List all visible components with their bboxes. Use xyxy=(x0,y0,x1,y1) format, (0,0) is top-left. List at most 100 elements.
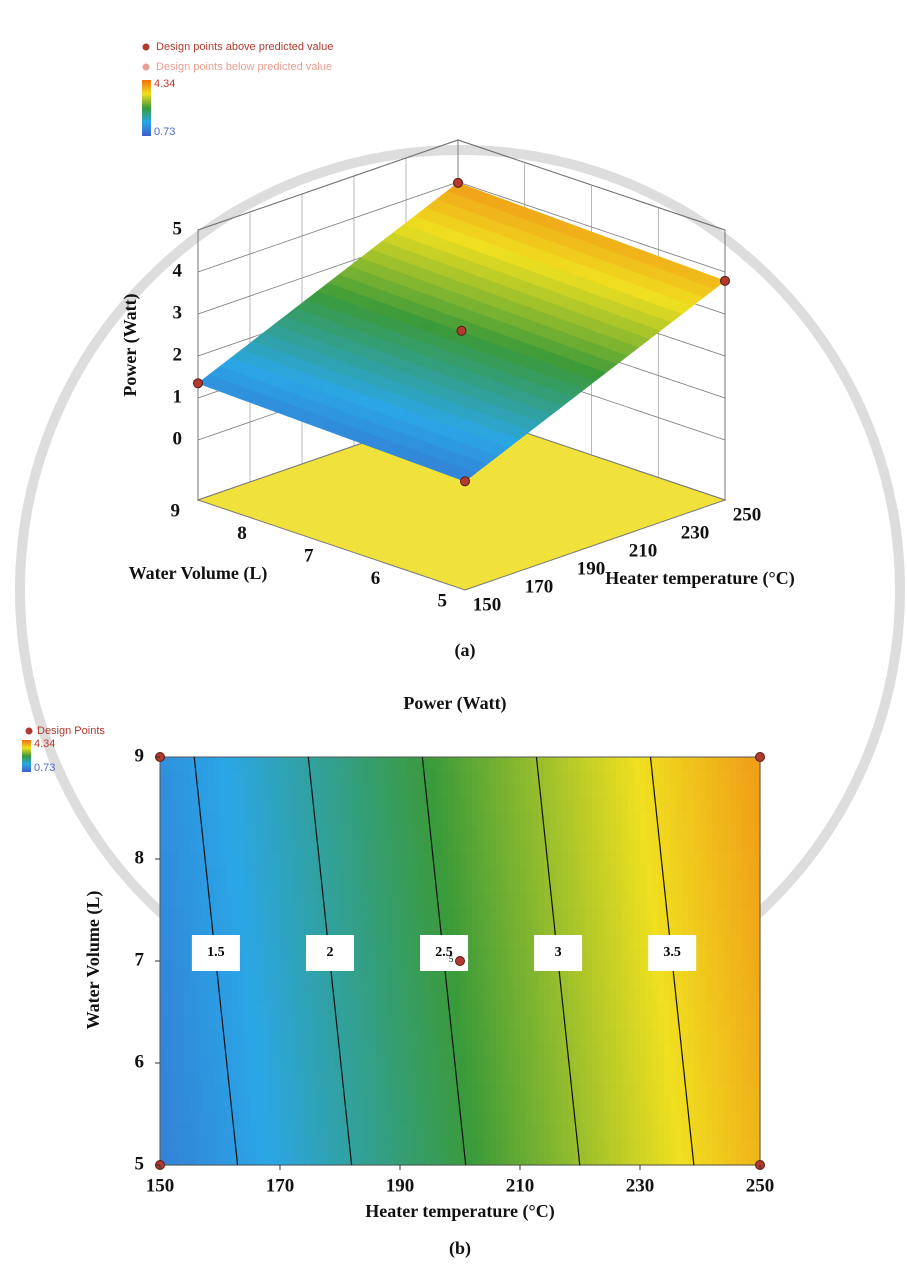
contour-fill xyxy=(424,1110,431,1125)
contour-fill xyxy=(526,947,533,962)
contour-fill xyxy=(172,865,179,880)
contour-fill xyxy=(682,825,689,840)
contour-fill xyxy=(622,838,629,853)
contour-fill xyxy=(424,1083,431,1098)
contour-fill xyxy=(256,1001,263,1016)
contour-fill xyxy=(502,852,509,867)
contour-fill xyxy=(226,906,233,921)
contour-fill xyxy=(520,920,527,935)
contour-fill xyxy=(742,1151,749,1166)
contour-fill xyxy=(586,1110,593,1125)
contour-fill xyxy=(754,1151,761,1166)
contour-fill xyxy=(508,988,515,1003)
contour-fill xyxy=(532,811,539,826)
contour-fill xyxy=(430,784,437,799)
contour-fill xyxy=(742,852,749,867)
contour-fill xyxy=(730,811,737,826)
contour-fill xyxy=(178,757,185,772)
contour-fill xyxy=(316,1069,323,1084)
contour-fill xyxy=(574,1001,581,1016)
contour-fill xyxy=(454,757,461,772)
contour-fill xyxy=(406,1083,413,1098)
contour-fill xyxy=(496,879,503,894)
contour-fill xyxy=(334,1097,341,1112)
contour-fill xyxy=(460,1110,467,1125)
contour-fill xyxy=(256,865,263,880)
contour-fill xyxy=(508,1056,515,1071)
contour-fill xyxy=(454,1042,461,1057)
contour-fill xyxy=(208,1001,215,1016)
contour-fill xyxy=(334,811,341,826)
contour-fill xyxy=(316,893,323,908)
contour-fill xyxy=(256,1015,263,1030)
contour-fill xyxy=(298,825,305,840)
contour-fill xyxy=(262,1029,269,1044)
contour-fill xyxy=(586,811,593,826)
contour-fill xyxy=(184,838,191,853)
contour-fill xyxy=(562,797,569,812)
contour-fill xyxy=(514,893,521,908)
contour-fill xyxy=(316,1042,323,1057)
contour-fill xyxy=(742,757,749,772)
contour-fill xyxy=(736,988,743,1003)
contour-fill xyxy=(556,988,563,1003)
contour-fill xyxy=(280,1124,287,1139)
contour-fill xyxy=(472,1124,479,1139)
contour-fill xyxy=(544,920,551,935)
contour-fill xyxy=(232,1110,239,1125)
contour-fill xyxy=(424,770,431,785)
contour-fill xyxy=(394,811,401,826)
contour-fill xyxy=(634,811,641,826)
contour-fill xyxy=(694,906,701,921)
contour-fill xyxy=(364,1137,371,1152)
contour-fill xyxy=(472,906,479,921)
contour-fill xyxy=(490,784,497,799)
contour-fill xyxy=(442,1029,449,1044)
contour-fill xyxy=(574,1056,581,1071)
contour-fill xyxy=(322,825,329,840)
contour-fill xyxy=(250,1069,257,1084)
contour-fill xyxy=(502,797,509,812)
contour-fill xyxy=(754,1042,761,1057)
contour-fill xyxy=(424,1001,431,1016)
contour-fill xyxy=(436,893,443,908)
contour-fill xyxy=(190,852,197,867)
contour-fill xyxy=(436,1056,443,1071)
contour-fill xyxy=(634,1029,641,1044)
contour-fill xyxy=(724,825,731,840)
contour-fill xyxy=(244,1151,251,1166)
contour-fill xyxy=(472,865,479,880)
contour-fill xyxy=(514,906,521,921)
contour-fill xyxy=(262,1124,269,1139)
contour-fill xyxy=(520,1029,527,1044)
contour-fill xyxy=(670,797,677,812)
contour-fill xyxy=(220,852,227,867)
contour-fill xyxy=(346,797,353,812)
contour-fill xyxy=(370,1015,377,1030)
contour-fill xyxy=(520,1015,527,1030)
contour-fill xyxy=(610,1097,617,1112)
contour-fill xyxy=(694,920,701,935)
contour-fill xyxy=(724,1124,731,1139)
contour-fill xyxy=(328,770,335,785)
contour-fill xyxy=(544,1042,551,1057)
contour-fill xyxy=(688,879,695,894)
x-tick-label: 190 xyxy=(386,1175,415,1196)
contour-fill xyxy=(610,784,617,799)
contour-fill xyxy=(508,1124,515,1139)
contour-fill xyxy=(604,961,611,976)
contour-fill xyxy=(682,1042,689,1057)
contour-fill xyxy=(220,1137,227,1152)
contour-fill xyxy=(334,1124,341,1139)
contour-fill xyxy=(496,825,503,840)
contour-fill xyxy=(190,1097,197,1112)
x-tick-label: 190 xyxy=(577,558,606,579)
contour-fill xyxy=(256,974,263,989)
contour-fill xyxy=(292,1110,299,1125)
contour-fill xyxy=(520,893,527,908)
contour-fill xyxy=(664,838,671,853)
contour-fill xyxy=(394,1097,401,1112)
contour-fill xyxy=(586,1097,593,1112)
contour-fill xyxy=(736,825,743,840)
contour-fill xyxy=(568,1151,575,1166)
